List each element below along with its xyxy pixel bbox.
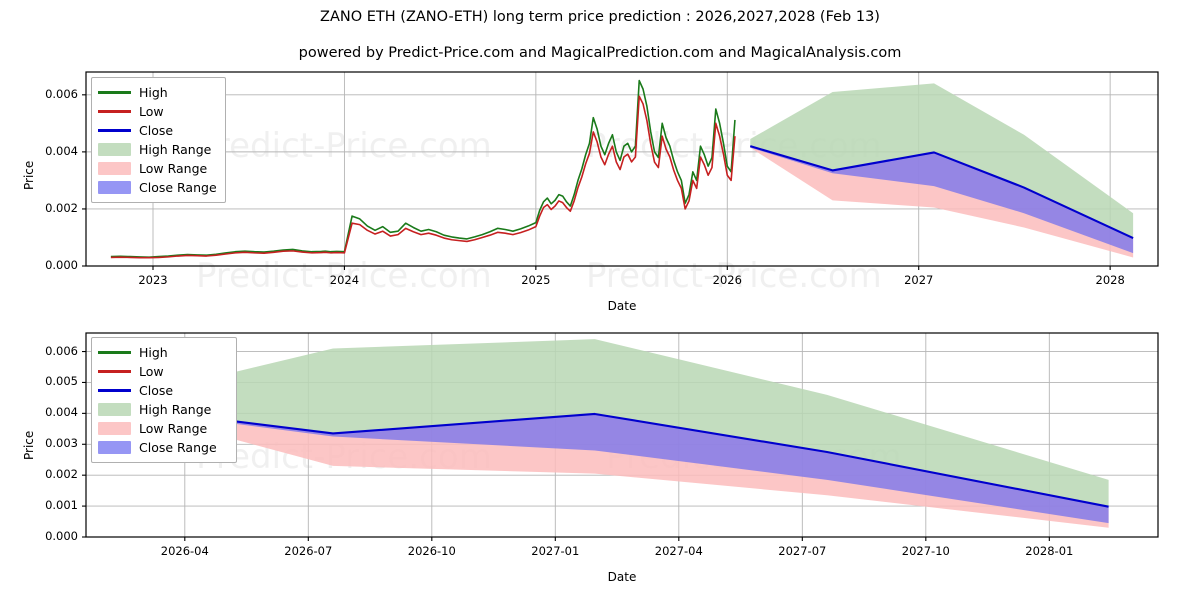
high-range-band <box>120 339 1109 507</box>
close-range-band <box>120 407 1109 524</box>
detail-x-tick: 2026-10 <box>407 544 456 558</box>
detail-y-tick: 0.004 <box>45 405 78 420</box>
legend-label: Close <box>139 123 174 138</box>
legend-label: Low <box>139 104 164 119</box>
legend-swatch-close-range-icon <box>98 181 131 194</box>
overview-legend-item[interactable]: Close Range <box>98 178 218 197</box>
legend-label: High Range <box>139 402 212 417</box>
overview-legend-item[interactable]: Close <box>98 121 218 140</box>
overview-legend-item[interactable]: Low Range <box>98 159 218 178</box>
detail-y-tick: 0.002 <box>45 467 78 482</box>
legend-label: High <box>139 345 168 360</box>
overview-y-tick: 0.004 <box>45 143 78 158</box>
overview-legend-item[interactable]: High Range <box>98 140 218 159</box>
detail-x-tick: 2026-07 <box>284 544 333 558</box>
legend-swatch-high-icon <box>98 87 131 99</box>
detail-x-axis-label: Date <box>607 570 637 584</box>
forecast-close-line <box>749 145 1134 239</box>
detail-legend[interactable]: High Low Close High Range Low Range Close Ran… <box>91 337 237 463</box>
legend-swatch-close-range-icon <box>98 441 131 454</box>
overview-x-axis-label: Date <box>607 299 637 313</box>
legend-label: Low Range <box>139 161 208 176</box>
legend-label: High Range <box>139 142 212 157</box>
legend-label: Low <box>139 364 164 379</box>
watermark-text: Predict-Price.com <box>586 256 882 296</box>
overview-x-tick: 2023 <box>138 273 168 287</box>
legend-swatch-low-icon <box>98 366 131 378</box>
detail-legend-item[interactable]: High Range <box>98 400 229 419</box>
legend-swatch-low-range-icon <box>98 162 131 175</box>
overview-y-axis-label: Price <box>22 160 36 190</box>
legend-label: Close Range <box>139 180 217 195</box>
detail-x-tick: 2027-07 <box>778 544 827 558</box>
legend-label: Low Range <box>139 421 208 436</box>
overview-x-tick: 2027 <box>904 273 934 287</box>
overview-legend-item[interactable]: Low <box>98 102 218 121</box>
legend-swatch-high-icon <box>98 347 131 359</box>
detail-y-tick: 0.006 <box>45 343 78 358</box>
history-high-line <box>110 79 736 258</box>
overview-y-tick: 0.000 <box>45 258 78 272</box>
watermark-text: Predict-Price.com <box>196 256 492 296</box>
overview-x-tick: 2028 <box>1095 273 1125 287</box>
overview-legend[interactable]: High Low Close High Range Low Range Close Ran… <box>91 77 226 203</box>
page-subtitle: powered by Predict-Price.com and Magical… <box>298 45 902 61</box>
history-low-line <box>110 95 736 259</box>
legend-swatch-high-range-icon <box>98 143 131 156</box>
legend-label: High <box>139 85 168 100</box>
detail-x-tick: 2028-01 <box>1025 544 1074 558</box>
overview-y-tick: 0.006 <box>45 86 78 101</box>
legend-swatch-low-range-icon <box>98 422 131 435</box>
detail-legend-item[interactable]: Close <box>98 381 229 400</box>
detail-legend-item[interactable]: Close Range <box>98 438 229 457</box>
legend-swatch-close-icon <box>98 125 131 137</box>
overview-x-tick: 2025 <box>521 273 551 287</box>
detail-y-tick: 0.000 <box>45 529 78 543</box>
legend-swatch-high-range-icon <box>98 403 131 416</box>
overview-y-tick: 0.002 <box>45 200 78 215</box>
detail-legend-item[interactable]: Low Range <box>98 419 229 438</box>
detail-x-tick: 2027-04 <box>654 544 703 558</box>
detail-legend-item[interactable]: High <box>98 343 229 362</box>
detail-x-tick: 2026-04 <box>160 544 209 558</box>
legend-label: Close Range <box>139 440 217 455</box>
page-title: ZANO ETH (ZANO-ETH) long term price pred… <box>320 9 880 25</box>
close-range-band <box>750 146 1134 254</box>
overview-x-tick: 2024 <box>329 273 360 287</box>
overview-panel: Predict-Price.com Predict-Price.com Predic… <box>82 71 1159 296</box>
detail-y-tick: 0.001 <box>45 498 78 513</box>
detail-y-tick: 0.003 <box>45 436 78 451</box>
watermark-text: Predict-Price.com <box>196 126 492 166</box>
legend-swatch-low-icon <box>98 106 131 118</box>
detail-x-tick: 2027-01 <box>531 544 580 558</box>
forecast-close-line <box>120 406 1109 508</box>
legend-swatch-close-icon <box>98 385 131 397</box>
detail-x-tick: 2027-10 <box>901 544 950 558</box>
overview-x-tick: 2026 <box>712 273 742 287</box>
detail-y-tick: 0.005 <box>45 374 78 389</box>
legend-label: Close <box>139 383 174 398</box>
detail-legend-item[interactable]: Low <box>98 362 229 381</box>
high-range-band <box>750 83 1134 239</box>
overview-legend-item[interactable]: High <box>98 83 218 102</box>
